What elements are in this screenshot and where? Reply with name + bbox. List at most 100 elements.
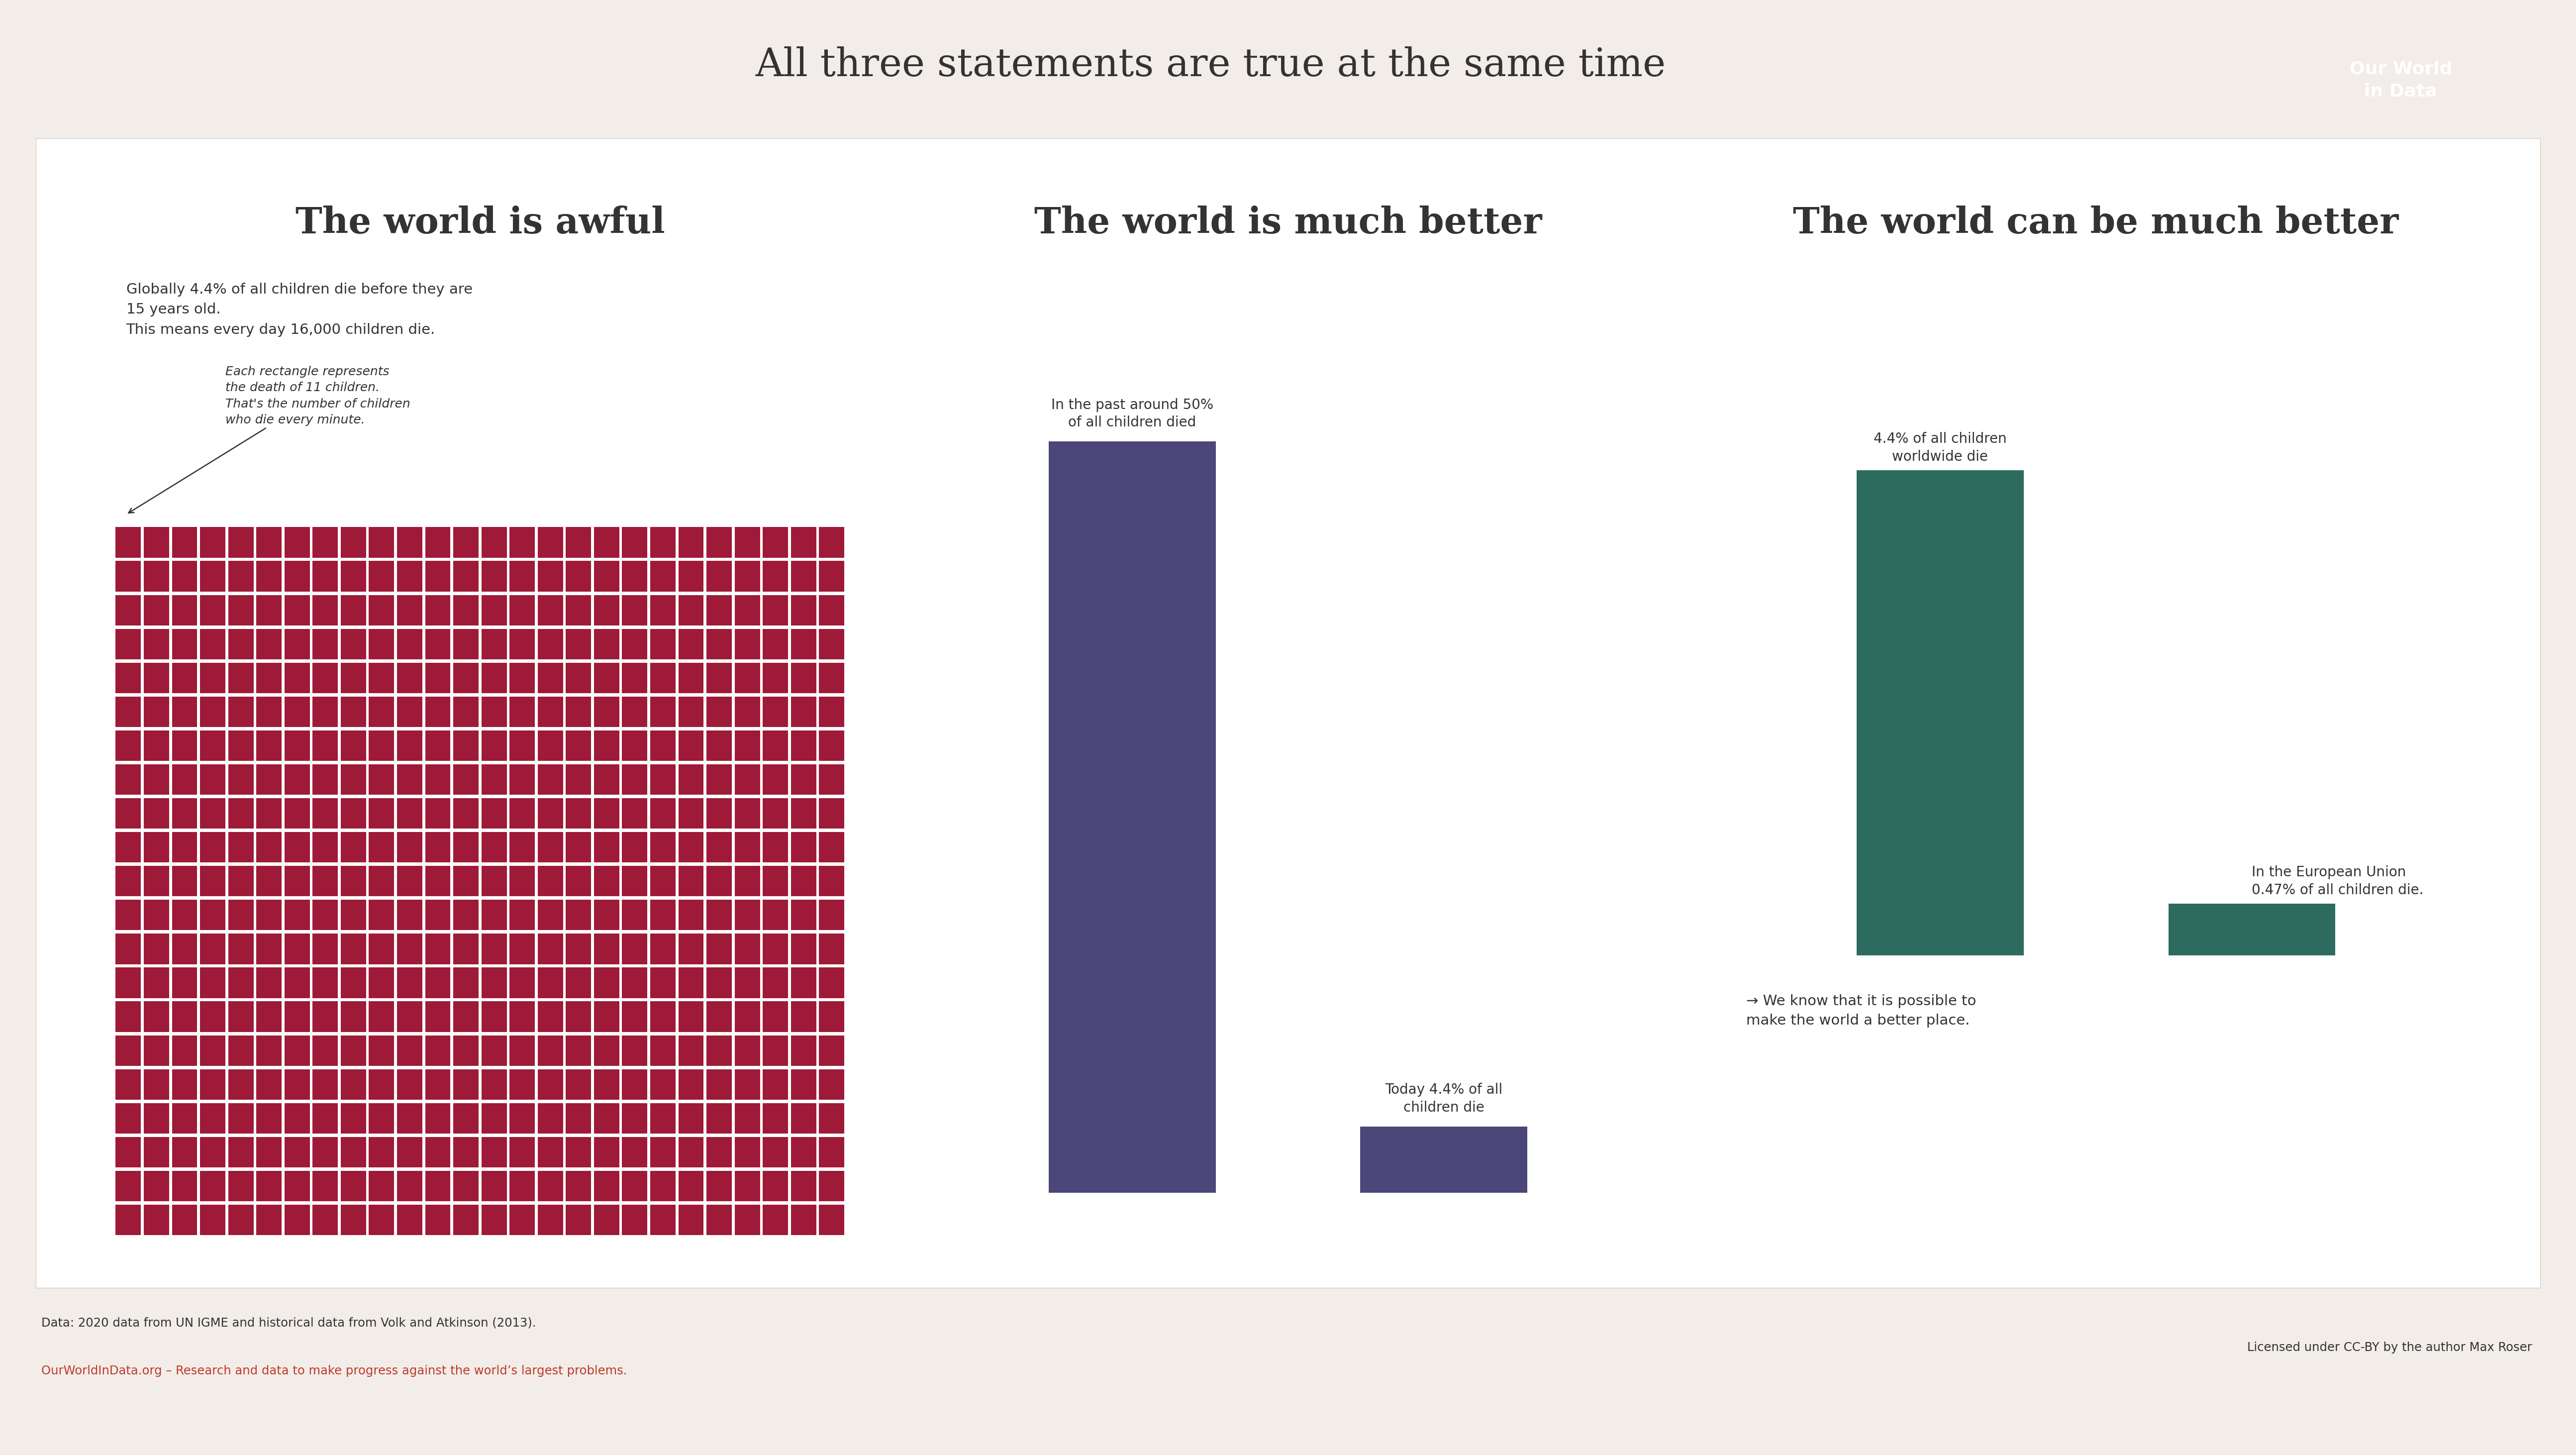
FancyBboxPatch shape	[258, 1036, 281, 1065]
FancyBboxPatch shape	[538, 697, 564, 728]
FancyBboxPatch shape	[173, 899, 198, 930]
FancyBboxPatch shape	[453, 562, 479, 592]
FancyBboxPatch shape	[453, 799, 479, 829]
FancyBboxPatch shape	[706, 1171, 732, 1202]
FancyBboxPatch shape	[397, 799, 422, 829]
FancyBboxPatch shape	[621, 1205, 647, 1235]
FancyBboxPatch shape	[425, 1001, 451, 1032]
FancyBboxPatch shape	[706, 899, 732, 930]
FancyBboxPatch shape	[819, 1205, 845, 1235]
FancyBboxPatch shape	[201, 899, 224, 930]
FancyBboxPatch shape	[283, 697, 309, 728]
FancyBboxPatch shape	[791, 968, 817, 998]
FancyBboxPatch shape	[368, 730, 394, 761]
FancyBboxPatch shape	[312, 595, 337, 626]
FancyBboxPatch shape	[734, 1136, 760, 1167]
FancyBboxPatch shape	[397, 866, 422, 896]
FancyBboxPatch shape	[567, 1036, 590, 1065]
FancyBboxPatch shape	[340, 662, 366, 693]
FancyBboxPatch shape	[567, 629, 590, 659]
FancyBboxPatch shape	[482, 899, 507, 930]
FancyBboxPatch shape	[453, 629, 479, 659]
FancyBboxPatch shape	[819, 1103, 845, 1133]
FancyBboxPatch shape	[144, 1036, 170, 1065]
FancyBboxPatch shape	[791, 1103, 817, 1133]
FancyBboxPatch shape	[510, 697, 536, 728]
FancyBboxPatch shape	[595, 1103, 618, 1133]
FancyBboxPatch shape	[734, 1103, 760, 1133]
FancyBboxPatch shape	[116, 562, 142, 592]
FancyBboxPatch shape	[425, 1205, 451, 1235]
FancyBboxPatch shape	[340, 934, 366, 965]
FancyBboxPatch shape	[706, 968, 732, 998]
FancyBboxPatch shape	[201, 1171, 224, 1202]
FancyBboxPatch shape	[340, 629, 366, 659]
FancyBboxPatch shape	[425, 968, 451, 998]
FancyBboxPatch shape	[397, 1069, 422, 1100]
FancyBboxPatch shape	[791, 1136, 817, 1167]
FancyBboxPatch shape	[510, 1171, 536, 1202]
FancyBboxPatch shape	[734, 764, 760, 794]
FancyBboxPatch shape	[229, 562, 252, 592]
FancyBboxPatch shape	[482, 1103, 507, 1133]
FancyBboxPatch shape	[621, 1001, 647, 1032]
Text: OurWorldInData.org – Research and data to make progress against the world’s larg: OurWorldInData.org – Research and data t…	[41, 1365, 626, 1376]
FancyBboxPatch shape	[229, 662, 252, 693]
FancyBboxPatch shape	[116, 1069, 142, 1100]
FancyBboxPatch shape	[283, 899, 309, 930]
FancyBboxPatch shape	[510, 1069, 536, 1100]
FancyBboxPatch shape	[510, 968, 536, 998]
FancyBboxPatch shape	[453, 1001, 479, 1032]
FancyBboxPatch shape	[734, 1069, 760, 1100]
FancyBboxPatch shape	[567, 662, 590, 693]
FancyBboxPatch shape	[706, 697, 732, 728]
FancyBboxPatch shape	[453, 899, 479, 930]
FancyBboxPatch shape	[567, 730, 590, 761]
FancyBboxPatch shape	[229, 799, 252, 829]
FancyBboxPatch shape	[706, 1036, 732, 1065]
FancyBboxPatch shape	[595, 1036, 618, 1065]
FancyBboxPatch shape	[397, 595, 422, 626]
FancyBboxPatch shape	[425, 1069, 451, 1100]
FancyBboxPatch shape	[397, 1136, 422, 1167]
FancyBboxPatch shape	[510, 1136, 536, 1167]
FancyBboxPatch shape	[538, 832, 564, 863]
FancyBboxPatch shape	[762, 866, 788, 896]
FancyBboxPatch shape	[762, 1205, 788, 1235]
FancyBboxPatch shape	[340, 1069, 366, 1100]
FancyBboxPatch shape	[819, 562, 845, 592]
FancyBboxPatch shape	[453, 832, 479, 863]
FancyBboxPatch shape	[116, 662, 142, 693]
FancyBboxPatch shape	[791, 934, 817, 965]
FancyBboxPatch shape	[144, 629, 170, 659]
FancyBboxPatch shape	[173, 934, 198, 965]
FancyBboxPatch shape	[425, 697, 451, 728]
FancyBboxPatch shape	[621, 697, 647, 728]
FancyBboxPatch shape	[173, 595, 198, 626]
FancyBboxPatch shape	[173, 832, 198, 863]
FancyBboxPatch shape	[621, 764, 647, 794]
FancyBboxPatch shape	[734, 1205, 760, 1235]
FancyBboxPatch shape	[453, 1136, 479, 1167]
FancyBboxPatch shape	[453, 1171, 479, 1202]
FancyBboxPatch shape	[173, 1036, 198, 1065]
FancyBboxPatch shape	[595, 934, 618, 965]
FancyBboxPatch shape	[453, 764, 479, 794]
Text: Licensed under CC-BY by the author Max Roser: Licensed under CC-BY by the author Max R…	[2246, 1342, 2532, 1353]
FancyBboxPatch shape	[510, 629, 536, 659]
FancyBboxPatch shape	[258, 1069, 281, 1100]
FancyBboxPatch shape	[762, 1103, 788, 1133]
FancyBboxPatch shape	[201, 662, 224, 693]
FancyBboxPatch shape	[397, 968, 422, 998]
FancyBboxPatch shape	[762, 1001, 788, 1032]
FancyBboxPatch shape	[819, 1171, 845, 1202]
FancyBboxPatch shape	[791, 730, 817, 761]
FancyBboxPatch shape	[340, 1036, 366, 1065]
FancyBboxPatch shape	[621, 799, 647, 829]
FancyBboxPatch shape	[762, 527, 788, 557]
FancyBboxPatch shape	[595, 1205, 618, 1235]
FancyBboxPatch shape	[538, 1136, 564, 1167]
FancyBboxPatch shape	[173, 527, 198, 557]
FancyBboxPatch shape	[144, 764, 170, 794]
FancyBboxPatch shape	[201, 562, 224, 592]
